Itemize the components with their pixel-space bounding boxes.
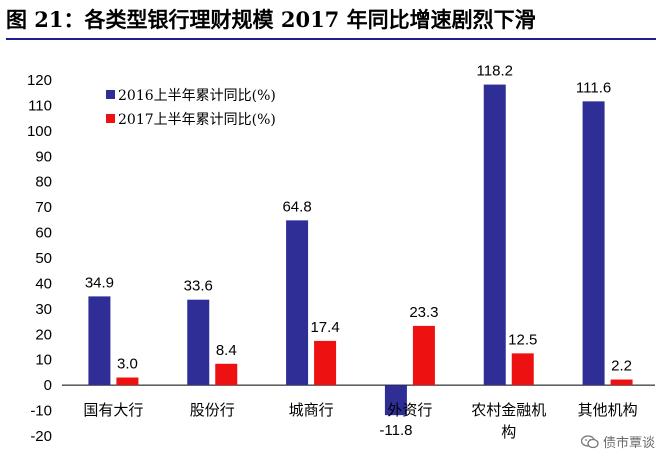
wechat-icon: [580, 434, 599, 449]
y-tick-label: 30: [35, 301, 52, 318]
category-label: 城商行: [289, 401, 334, 419]
y-tick-label: 90: [35, 148, 52, 165]
category-label: 其他机构: [578, 401, 638, 419]
legend-label: 2016上半年累计同比(%): [118, 88, 276, 104]
data-label: 34.9: [85, 274, 114, 291]
category-label: 构: [501, 423, 516, 441]
watermark-text: 债市覃谈: [602, 436, 655, 451]
data-label: 8.4: [216, 342, 237, 359]
category-label: 农村金融机: [471, 401, 546, 419]
bar-2017-5: [610, 379, 633, 386]
y-tick-label: 10: [35, 352, 52, 369]
bar-2017-3: [412, 325, 435, 386]
data-label: 64.8: [282, 198, 311, 215]
bar-2017-4: [511, 353, 534, 386]
legend-swatch-0: [106, 90, 115, 99]
y-tick-label: 20: [35, 326, 52, 343]
data-label: 17.4: [310, 319, 339, 336]
y-tick-label: 120: [27, 72, 52, 89]
bar-2017-2: [314, 340, 337, 386]
bar-2017-0: [116, 377, 139, 386]
y-tick-label: -20: [30, 428, 52, 445]
y-tick-label: 0: [44, 377, 52, 394]
data-label: 33.6: [184, 278, 213, 295]
data-label: 12.5: [508, 331, 537, 348]
legend-label: 2017上半年累计同比(%): [118, 112, 276, 128]
chart-title: 图 21：各类型银行理财规模 2017 年同比增速剧烈下滑: [6, 7, 536, 32]
y-tick-label: 40: [35, 275, 52, 292]
bar-2016-0: [88, 296, 111, 386]
bar-2016-1: [187, 299, 210, 386]
bar-2016-5: [582, 101, 605, 386]
bar-2016-4: [483, 84, 506, 386]
y-tick-label: 50: [35, 250, 52, 267]
data-label: 23.3: [409, 304, 438, 321]
bar-2016-2: [286, 220, 309, 386]
y-tick-label: -10: [30, 403, 52, 420]
y-tick-label: 100: [27, 123, 52, 140]
category-label: 外资行: [387, 401, 432, 419]
category-label: 国有大行: [83, 401, 143, 419]
data-label: 118.2: [477, 63, 513, 80]
watermark: 债市覃谈: [580, 432, 655, 451]
bar-2016-3: [384, 385, 407, 416]
legend-swatch-1: [106, 114, 115, 123]
y-tick-label: 80: [35, 174, 52, 191]
y-tick-label: 70: [35, 199, 52, 216]
data-label: 3.0: [117, 356, 138, 373]
title-underline: [6, 38, 656, 40]
data-label: 2.2: [611, 358, 632, 375]
y-tick-label: 60: [35, 225, 52, 242]
bar-2017-1: [215, 363, 238, 386]
data-label: -11.8: [379, 422, 412, 439]
data-label: 111.6: [576, 79, 611, 96]
category-label: 股份行: [190, 401, 235, 419]
y-tick-label: 110: [28, 97, 52, 114]
